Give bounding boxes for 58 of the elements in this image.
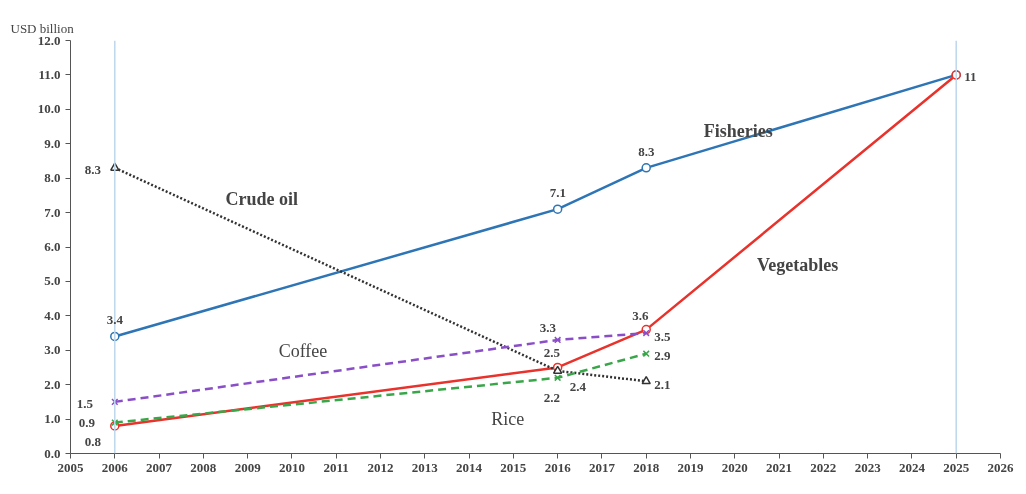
y-tick-label: 2.0 [44, 376, 61, 392]
x-tick-label: 2025 [943, 459, 970, 475]
x-tick-label: 2019 [677, 459, 704, 475]
x-tick-label: 2008 [190, 459, 217, 475]
y-tick-label: 3.0 [44, 342, 61, 358]
x-tick-label: 2009 [234, 459, 262, 475]
x-tick-label: 2011 [323, 459, 349, 475]
data-label: 2.2 [543, 389, 560, 405]
x-tick-label: 2023 [854, 459, 882, 475]
data-label: 2.4 [569, 378, 587, 394]
series-label: Crude oil [225, 188, 299, 209]
x-tick-label: 2024 [898, 459, 926, 475]
x-tick-label: 2026 [987, 459, 1014, 475]
series-label: Fisheries [703, 120, 773, 141]
data-label: 8.3 [84, 161, 102, 177]
point [552, 204, 563, 214]
y-tick-label: 6.0 [44, 239, 61, 254]
x-tick-label: 2022 [810, 459, 837, 475]
x-tick-label: 2020 [721, 459, 748, 475]
y-tick-label: 8.0 [44, 170, 61, 186]
series-label: Rice [491, 409, 525, 430]
data-label: 8.3 [638, 143, 655, 159]
x-tick-label: 2017 [588, 459, 616, 475]
x-tick-label: 2016 [544, 459, 572, 475]
data-label: 2.5 [543, 345, 561, 361]
data-label: 3.6 [632, 307, 649, 323]
x-tick-label: 2006 [101, 459, 129, 475]
x-tick-label: 2013 [411, 459, 439, 475]
x-tick-label: 2012 [367, 459, 394, 475]
x-tick-label: 2014 [456, 459, 483, 475]
x-tick-label: 2018 [633, 459, 660, 475]
y-tick-label: 1.0 [44, 411, 61, 427]
y-tick-label: 5.0 [44, 273, 61, 289]
x-tick-label: 2021 [766, 459, 793, 475]
point [641, 163, 651, 173]
data-label: 2.1 [654, 377, 671, 393]
y-tick-label: 4.0 [44, 307, 61, 323]
x-tick-label: 2015 [500, 459, 527, 475]
series-label: Vegetables [756, 254, 839, 275]
data-label: 3.3 [539, 319, 557, 335]
x-tick-label: 2010 [278, 459, 305, 475]
data-label: 11 [964, 68, 977, 84]
data-label: 7.1 [549, 185, 566, 201]
data-label: 0.9 [78, 414, 96, 430]
y-tick-label: 9.0 [44, 135, 61, 151]
data-label: 3.5 [654, 329, 671, 345]
x-tick-label: 2005 [57, 459, 84, 475]
data-label: 2.9 [654, 347, 671, 363]
x-tick-label: 2007 [146, 459, 173, 475]
data-label: 0.8 [84, 433, 102, 449]
data-label: 3.4 [106, 312, 124, 328]
y-tick-label: 11.0 [38, 66, 61, 82]
series-label: Coffee [278, 340, 328, 361]
data-label: 1.5 [76, 395, 94, 411]
y-tick-label: 0.0 [44, 445, 61, 461]
point [641, 375, 651, 385]
y-tick-label: 7.0 [44, 204, 61, 220]
y-tick-label: 10.0 [37, 101, 61, 117]
